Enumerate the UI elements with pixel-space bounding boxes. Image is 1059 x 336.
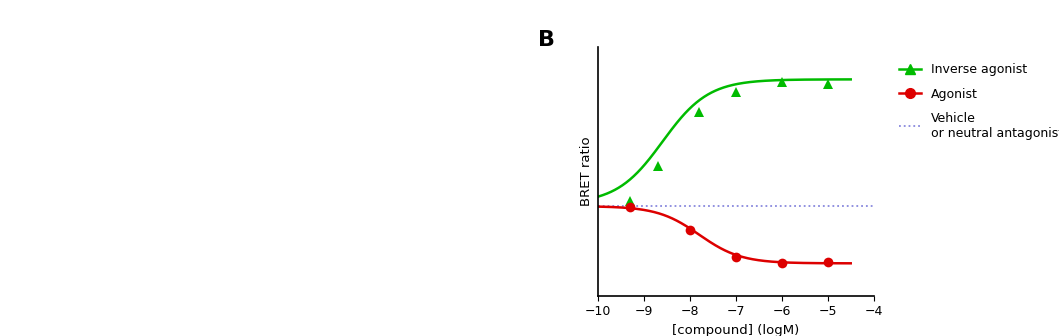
Y-axis label: BRET ratio: BRET ratio	[579, 136, 593, 206]
X-axis label: [compound] (logM): [compound] (logM)	[672, 324, 800, 336]
Text: B: B	[538, 30, 555, 50]
Legend: Inverse agonist, Agonist, Vehicle
or neutral antagonist: Inverse agonist, Agonist, Vehicle or neu…	[894, 58, 1059, 145]
